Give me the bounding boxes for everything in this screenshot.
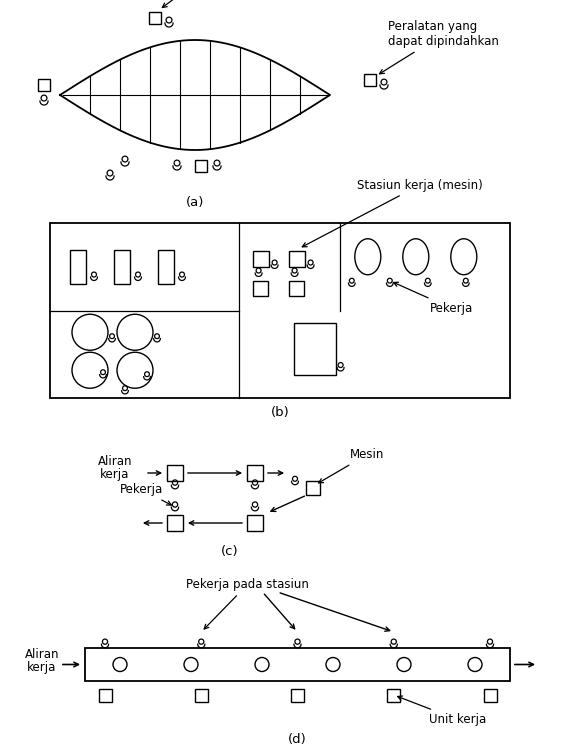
- Text: kerja: kerja: [28, 661, 57, 675]
- Bar: [195, 160, 207, 172]
- Text: Stasiun kerja (mesin): Stasiun kerja (mesin): [303, 178, 482, 247]
- Text: Peralatan yang
dapat dipindahkan: Peralatan yang dapat dipindahkan: [379, 20, 499, 74]
- Bar: [306, 481, 320, 495]
- Text: Aliran: Aliran: [25, 648, 59, 661]
- Bar: [158, 250, 174, 284]
- Bar: [291, 688, 304, 702]
- Bar: [364, 74, 376, 86]
- Bar: [293, 323, 336, 375]
- Bar: [247, 515, 263, 531]
- Text: Pekerja pada stasiun: Pekerja pada stasiun: [186, 578, 309, 629]
- Text: Pekerja: Pekerja: [120, 483, 171, 505]
- Bar: [289, 282, 304, 296]
- Bar: [195, 688, 208, 702]
- Bar: [387, 688, 401, 702]
- Bar: [149, 12, 161, 24]
- Bar: [85, 648, 510, 681]
- Bar: [70, 250, 86, 284]
- Text: (b): (b): [270, 406, 289, 419]
- Bar: [114, 250, 130, 284]
- Text: kerja: kerja: [100, 468, 129, 481]
- Bar: [167, 465, 183, 481]
- Bar: [247, 465, 263, 481]
- Text: Pekerja: Pekerja: [394, 282, 473, 315]
- Bar: [253, 282, 268, 296]
- Bar: [253, 251, 269, 267]
- Text: Mesin: Mesin: [319, 448, 384, 483]
- Bar: [289, 251, 305, 267]
- Text: Pekerja: Pekerja: [162, 0, 228, 8]
- Bar: [38, 79, 50, 91]
- Bar: [99, 688, 112, 702]
- Bar: [167, 515, 183, 531]
- Text: Unit kerja: Unit kerja: [398, 696, 486, 726]
- Text: (d): (d): [288, 733, 307, 745]
- Text: (c): (c): [221, 544, 239, 557]
- Text: (a): (a): [186, 196, 204, 209]
- Bar: [50, 223, 510, 398]
- Text: Aliran: Aliran: [98, 455, 132, 468]
- Bar: [484, 688, 496, 702]
